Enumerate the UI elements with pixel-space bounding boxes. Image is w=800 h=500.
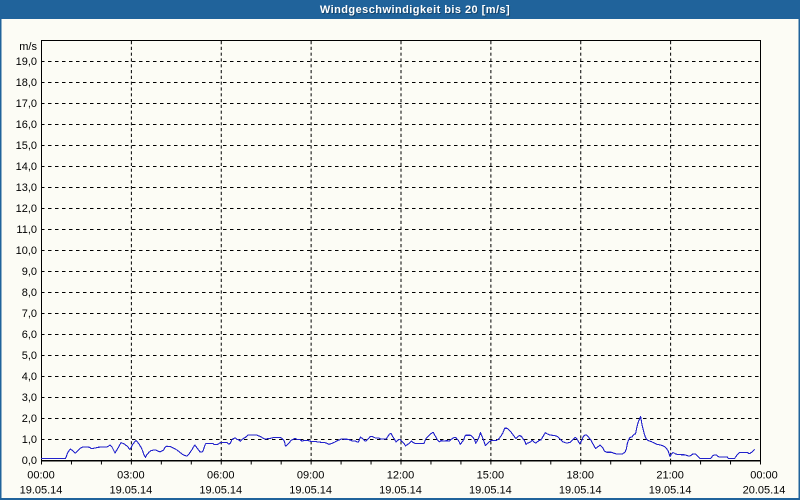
svg-text:13,0: 13,0 (16, 182, 37, 194)
svg-text:Windgeschwindigkeit bis 20 [m/: Windgeschwindigkeit bis 20 [m/s] (320, 4, 510, 16)
svg-text:7,0: 7,0 (22, 308, 37, 320)
svg-text:19.05.14: 19.05.14 (649, 485, 692, 497)
svg-text:16,0: 16,0 (16, 119, 37, 131)
svg-text:5,0: 5,0 (22, 350, 37, 362)
svg-text:09:00: 09:00 (297, 470, 325, 482)
svg-text:4,0: 4,0 (22, 371, 37, 383)
svg-text:1,0: 1,0 (22, 434, 37, 446)
svg-text:Windgeschwindigkeit bis 20 [m/: Windgeschwindigkeit bis 20 [m/s] (321, 5, 511, 17)
svg-text:19.05.14: 19.05.14 (199, 485, 242, 497)
svg-text:19.05.14: 19.05.14 (379, 485, 422, 497)
svg-text:06:00: 06:00 (207, 470, 235, 482)
svg-text:19.05.14: 19.05.14 (20, 485, 63, 497)
svg-text:00:00: 00:00 (27, 470, 55, 482)
svg-text:18,0: 18,0 (16, 77, 37, 89)
svg-text:20.05.14: 20.05.14 (743, 485, 786, 497)
svg-text:19.05.14: 19.05.14 (109, 485, 152, 497)
svg-text:2,0: 2,0 (22, 413, 37, 425)
svg-text:21:00: 21:00 (656, 470, 684, 482)
svg-text:19.05.14: 19.05.14 (289, 485, 332, 497)
svg-text:8,0: 8,0 (22, 287, 37, 299)
svg-text:11,0: 11,0 (16, 224, 37, 236)
svg-text:00:00: 00:00 (750, 470, 778, 482)
svg-text:12:00: 12:00 (387, 470, 415, 482)
svg-text:10,0: 10,0 (16, 245, 37, 257)
svg-text:03:00: 03:00 (117, 470, 145, 482)
svg-text:17,0: 17,0 (16, 98, 37, 110)
svg-text:m/s: m/s (19, 41, 37, 53)
svg-text:19,0: 19,0 (16, 56, 37, 68)
svg-text:12,0: 12,0 (16, 203, 37, 215)
svg-text:15:00: 15:00 (477, 470, 505, 482)
svg-text:0,0: 0,0 (22, 455, 37, 467)
svg-text:14,0: 14,0 (16, 161, 37, 173)
svg-text:19.05.14: 19.05.14 (559, 485, 602, 497)
svg-text:9,0: 9,0 (22, 266, 37, 278)
svg-text:6,0: 6,0 (22, 329, 37, 341)
svg-text:15,0: 15,0 (16, 140, 37, 152)
svg-text:19.05.14: 19.05.14 (469, 485, 512, 497)
svg-text:3,0: 3,0 (22, 392, 37, 404)
svg-text:18:00: 18:00 (566, 470, 594, 482)
